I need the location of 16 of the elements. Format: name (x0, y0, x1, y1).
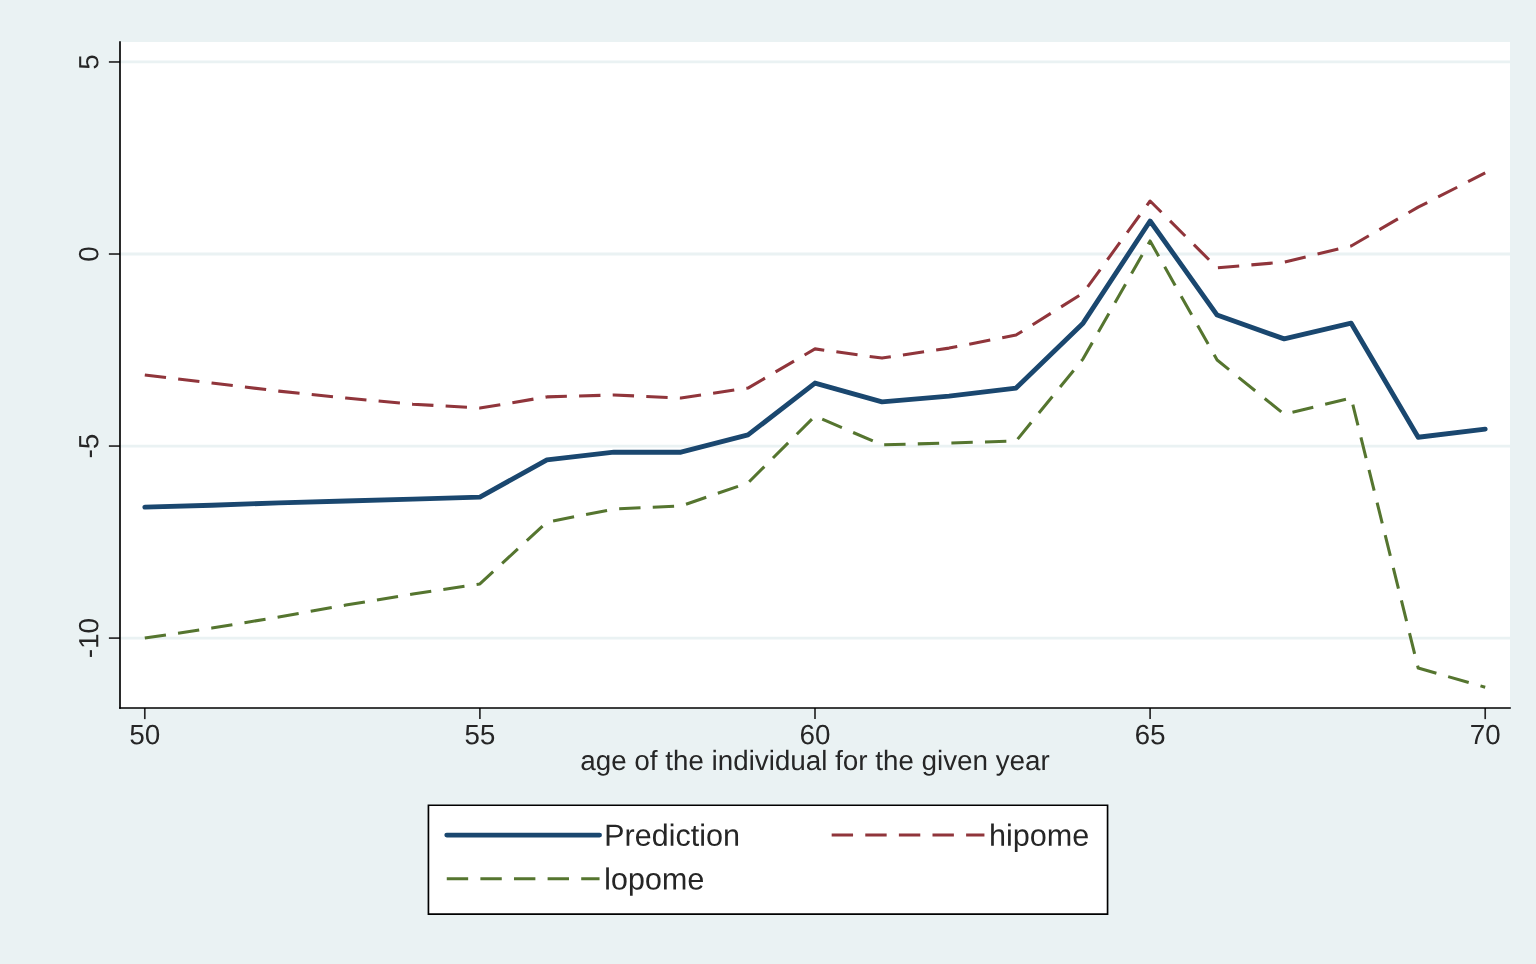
x-tick-label: 60 (800, 724, 830, 745)
x-axis-title: age of the individual for the given year (581, 749, 1050, 776)
line-series (143, 239, 1487, 689)
y-tick-label: 0 (78, 247, 99, 261)
legend-label: lopome (606, 867, 703, 896)
y-tick-label: -5 (79, 434, 99, 458)
line-series (143, 171, 1487, 410)
legend-label: Prediction (606, 823, 739, 847)
x-tick-label: 55 (465, 724, 495, 745)
x-tick-label: 70 (1471, 724, 1500, 745)
y-tick-label: 5 (79, 55, 99, 69)
line-series (142, 218, 1488, 510)
x-tick-label: 50 (130, 724, 160, 745)
y-tick-label: -10 (78, 619, 99, 657)
legend-label: hipome (991, 823, 1088, 853)
x-tick-label: 65 (1136, 724, 1165, 745)
